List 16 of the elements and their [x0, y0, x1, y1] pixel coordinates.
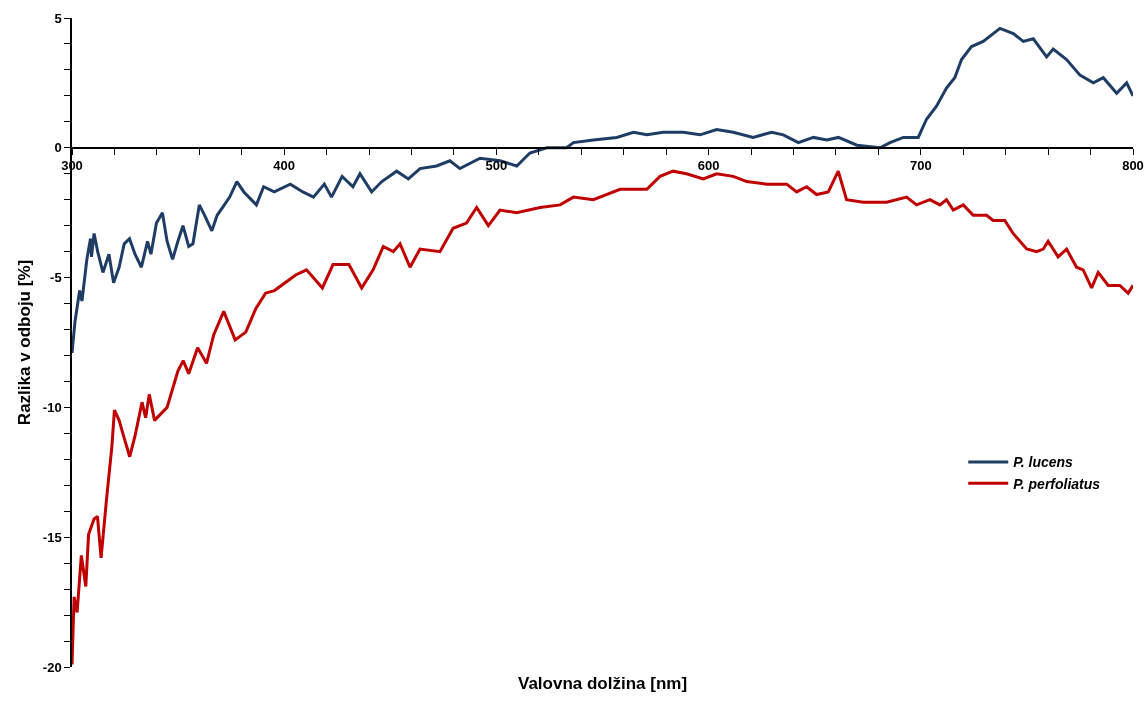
x-tick-label: 700: [909, 158, 932, 174]
x-axis-title: Valovna dolžina [nm]: [518, 674, 688, 693]
y-tick-label: -5: [50, 270, 62, 286]
y-tick-label: 5: [54, 10, 62, 26]
x-tick-label: 800: [1122, 158, 1144, 174]
line-series: [72, 169, 1133, 666]
y-tick-label: -10: [42, 399, 62, 415]
x-tick-label: 500: [485, 158, 508, 174]
legend-label: P. perfoliatus: [1013, 475, 1101, 492]
y-tick-label: -15: [42, 529, 62, 545]
x-tick-label: 400: [273, 158, 296, 174]
y-tick-label: 0: [54, 140, 62, 156]
legend-label: P. lucens: [1013, 454, 1074, 471]
x-tick-label: 600: [697, 158, 720, 174]
y-tick-label: -20: [42, 659, 62, 675]
y-axis-title: Razlika v odboju [%]: [14, 259, 34, 426]
